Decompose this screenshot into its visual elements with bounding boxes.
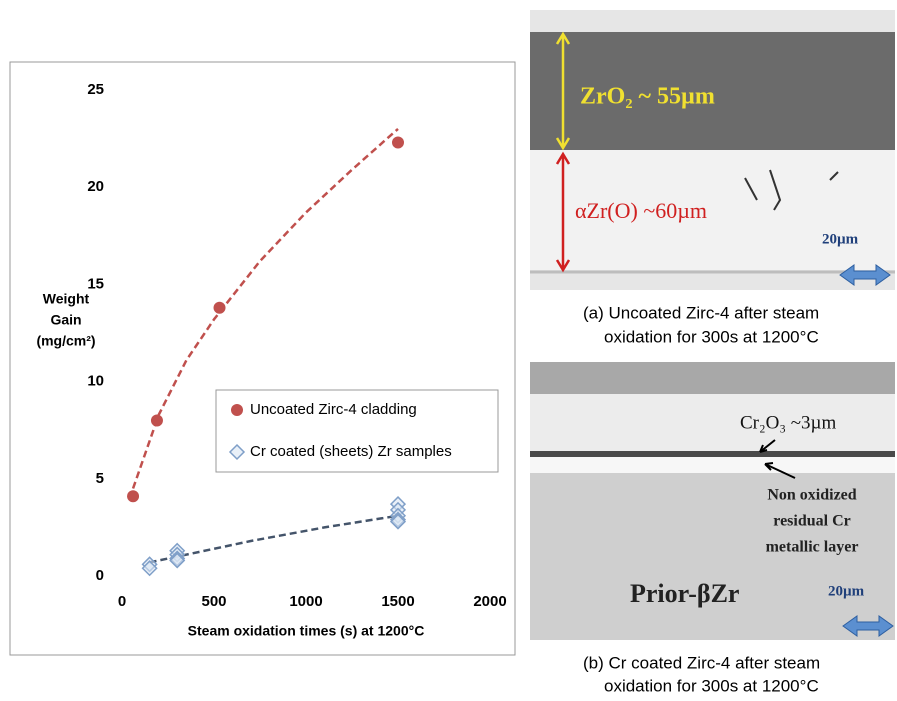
top-region <box>530 394 895 452</box>
oxide-layer <box>530 451 895 457</box>
point <box>214 302 226 314</box>
y-tick-label: 0 <box>96 567 104 584</box>
layer-label: αZr(O) ~60µm <box>575 198 707 223</box>
y-tick-label: 25 <box>87 81 104 98</box>
layer-label: ZrO₂ ~ 55µm <box>580 84 715 110</box>
caption: (b) Cr coated Zirc-4 after steam <box>583 653 820 672</box>
figure: 0 5 10 15 20 25 0 500 1000 1500 2000 Steam oxidatio… <box>0 0 897 696</box>
scale-label: 20µm <box>828 583 865 599</box>
y-tick-label: 10 <box>87 373 104 390</box>
legend-label: Uncoated Zirc-4 cladding <box>250 401 417 418</box>
layer-label: Prior-βZr <box>630 579 739 608</box>
page: {"chart_data": {"type": "scatter", "xlab… <box>0 0 897 696</box>
x-tick-label: 1500 <box>381 593 414 610</box>
scale-label: 20µm <box>822 231 859 247</box>
legend-label: Cr coated (sheets) Zr samples <box>250 443 452 460</box>
caption: oxidation for 300s at 1200°C <box>604 327 819 346</box>
layer-label: Cr₂O₃ ~3µm <box>740 412 836 433</box>
y-axis-label: Weight <box>43 291 90 307</box>
x-tick-label: 1000 <box>289 593 322 610</box>
point <box>151 414 163 426</box>
y-tick-label: 15 <box>87 275 104 292</box>
chart-frame <box>10 62 515 655</box>
x-axis-label: Steam oxidation times (s) at 1200°C <box>188 623 425 639</box>
layer-label: metallic layer <box>766 539 859 556</box>
resin <box>530 362 895 394</box>
y-tick-label: 20 <box>87 178 104 195</box>
caption: (a) Uncoated Zirc-4 after steam <box>583 303 819 322</box>
layer-label: residual Cr <box>773 513 850 530</box>
point <box>392 136 404 148</box>
x-tick-label: 0 <box>118 593 126 610</box>
point <box>127 490 139 502</box>
x-tick-label: 2000 <box>473 593 506 610</box>
y-tick-label: 5 <box>96 470 104 487</box>
legend-marker <box>231 404 243 416</box>
y-axis-label: (mg/cm²) <box>36 333 95 349</box>
x-tick-label: 500 <box>201 593 226 610</box>
chromium-layer <box>530 457 895 473</box>
y-axis-label: Gain <box>50 312 81 328</box>
caption: oxidation for 300s at 1200°C <box>604 676 819 695</box>
layer-label: Non oxidized <box>767 487 856 504</box>
